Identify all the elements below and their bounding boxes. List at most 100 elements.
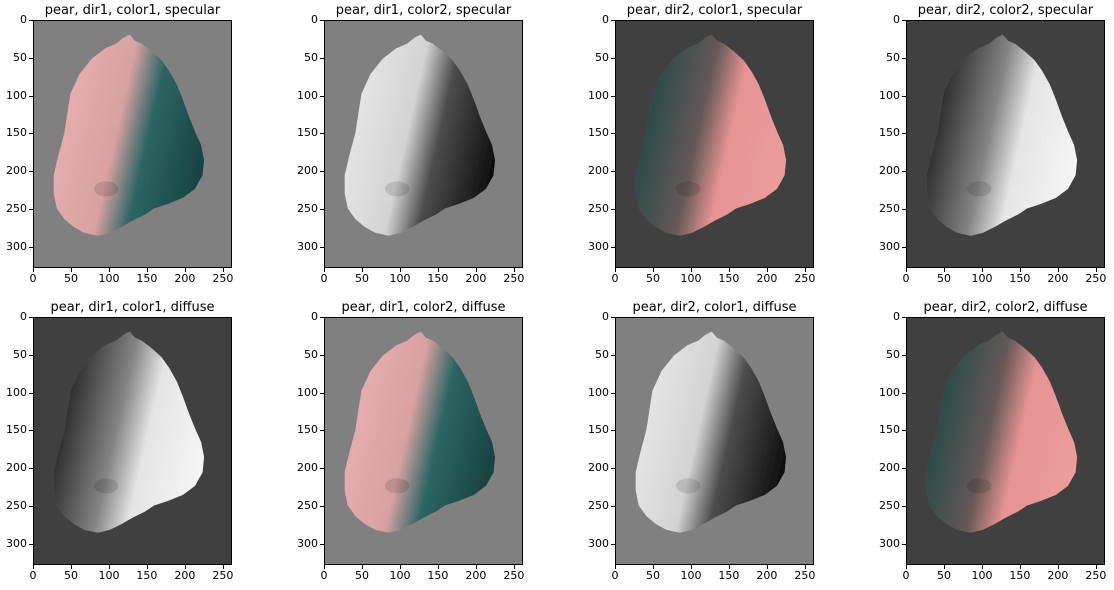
x-tick-label: 200 bbox=[174, 569, 196, 582]
x-tick-mark bbox=[766, 565, 768, 569]
y-tick-mark bbox=[902, 209, 906, 211]
x-tick-label: 150 bbox=[718, 272, 740, 285]
y-tick-mark bbox=[29, 468, 33, 470]
x-tick-mark bbox=[70, 268, 72, 272]
y-tick-mark bbox=[320, 171, 324, 173]
pear-image bbox=[926, 34, 1078, 236]
pear-shadow-spot bbox=[676, 181, 701, 197]
x-tick-mark bbox=[146, 565, 148, 569]
x-tick-label: 50 bbox=[63, 272, 78, 285]
x-tick-label: 100 bbox=[389, 569, 411, 582]
x-tick-mark bbox=[222, 565, 224, 569]
x-tick-label: 50 bbox=[936, 272, 951, 285]
x-tick-mark bbox=[361, 268, 363, 272]
y-tick-mark bbox=[611, 246, 615, 248]
y-tick-mark bbox=[29, 171, 33, 173]
y-tick-mark bbox=[320, 133, 324, 135]
y-tick-mark bbox=[611, 57, 615, 59]
y-tick-label: 250 bbox=[588, 202, 609, 216]
y-tick-mark bbox=[611, 171, 615, 173]
y-tick-label: 150 bbox=[6, 423, 27, 437]
y-tick-label: 200 bbox=[297, 164, 318, 178]
pear-silhouette bbox=[344, 331, 496, 533]
x-tick-label: 250 bbox=[212, 272, 234, 285]
x-tick-mark bbox=[1057, 268, 1059, 272]
y-tick-mark bbox=[29, 430, 33, 432]
x-tick-label: 100 bbox=[971, 569, 993, 582]
y-tick-mark bbox=[902, 317, 906, 318]
y-tick-label: 50 bbox=[304, 347, 318, 361]
image-panel: pear, dir2, color1, specular 0 50 100 150 200… bbox=[582, 0, 863, 290]
image-axes bbox=[906, 20, 1105, 268]
pear-shadow-spot bbox=[385, 181, 410, 197]
y-tick-mark bbox=[29, 543, 33, 545]
image-axes bbox=[33, 317, 232, 565]
y-tick-mark bbox=[320, 209, 324, 211]
x-tick-label: 200 bbox=[1047, 272, 1069, 285]
x-tick-mark bbox=[437, 268, 439, 272]
x-tick-label: 100 bbox=[98, 272, 120, 285]
y-tick-label: 300 bbox=[297, 536, 318, 550]
x-tick-label: 250 bbox=[212, 569, 234, 582]
x-tick-mark bbox=[33, 565, 34, 569]
x-tick-label: 250 bbox=[503, 272, 525, 285]
x-tick-label: 200 bbox=[465, 272, 487, 285]
pear-shadow-spot bbox=[967, 478, 992, 494]
y-tick-mark bbox=[320, 354, 324, 356]
y-tick-label: 250 bbox=[297, 202, 318, 216]
x-tick-mark bbox=[70, 565, 72, 569]
x-tick-label: 50 bbox=[63, 569, 78, 582]
x-tick-label: 50 bbox=[354, 569, 369, 582]
x-tick-mark bbox=[804, 565, 806, 569]
y-tick-label: 150 bbox=[297, 126, 318, 140]
x-tick-label: 250 bbox=[794, 569, 816, 582]
image-panel: pear, dir2, color2, diffuse 0 50 100 150 200 2… bbox=[873, 297, 1114, 587]
y-tick-label: 0 bbox=[602, 310, 609, 323]
image-axes bbox=[324, 317, 523, 565]
y-tick-mark bbox=[902, 133, 906, 135]
y-tick-mark bbox=[611, 543, 615, 545]
y-tick-mark bbox=[320, 95, 324, 97]
y-tick-mark bbox=[320, 317, 324, 318]
x-tick-label: 0 bbox=[320, 272, 328, 285]
pear-silhouette bbox=[635, 331, 787, 533]
y-tick-mark bbox=[902, 506, 906, 508]
x-tick-label: 150 bbox=[1009, 272, 1031, 285]
x-tick-label: 100 bbox=[680, 569, 702, 582]
y-tick-label: 150 bbox=[6, 126, 27, 140]
y-tick-label: 250 bbox=[879, 202, 900, 216]
y-tick-label: 300 bbox=[588, 536, 609, 550]
y-tick-label: 200 bbox=[588, 164, 609, 178]
y-tick-label: 250 bbox=[6, 499, 27, 513]
y-tick-mark bbox=[29, 57, 33, 59]
y-tick-mark bbox=[611, 506, 615, 508]
x-tick-label: 0 bbox=[320, 569, 328, 582]
pear-image bbox=[926, 331, 1078, 533]
y-tick-label: 100 bbox=[879, 385, 900, 399]
y-tick-label: 200 bbox=[588, 461, 609, 475]
y-tick-mark bbox=[902, 20, 906, 21]
y-tick-label: 100 bbox=[6, 385, 27, 399]
image-axes bbox=[33, 20, 232, 268]
y-tick-mark bbox=[902, 392, 906, 394]
y-tick-label: 100 bbox=[297, 385, 318, 399]
y-tick-label: 0 bbox=[311, 13, 318, 26]
y-tick-mark bbox=[29, 20, 33, 21]
image-panel: pear, dir1, color1, specular 0 50 100 150 200… bbox=[0, 0, 281, 290]
y-tick-mark bbox=[29, 392, 33, 394]
x-tick-mark bbox=[981, 268, 983, 272]
x-tick-mark bbox=[475, 268, 477, 272]
y-tick-mark bbox=[29, 246, 33, 248]
x-tick-label: 200 bbox=[756, 272, 778, 285]
x-tick-mark bbox=[108, 268, 110, 272]
y-tick-label: 100 bbox=[879, 88, 900, 102]
y-tick-mark bbox=[320, 246, 324, 248]
y-tick-mark bbox=[29, 317, 33, 318]
x-tick-mark bbox=[981, 565, 983, 569]
y-tick-label: 300 bbox=[879, 536, 900, 550]
y-tick-label: 0 bbox=[893, 13, 900, 26]
x-tick-mark bbox=[906, 565, 907, 569]
y-tick-mark bbox=[611, 468, 615, 470]
pear-shadow-spot bbox=[676, 478, 701, 494]
image-axes bbox=[906, 317, 1105, 565]
